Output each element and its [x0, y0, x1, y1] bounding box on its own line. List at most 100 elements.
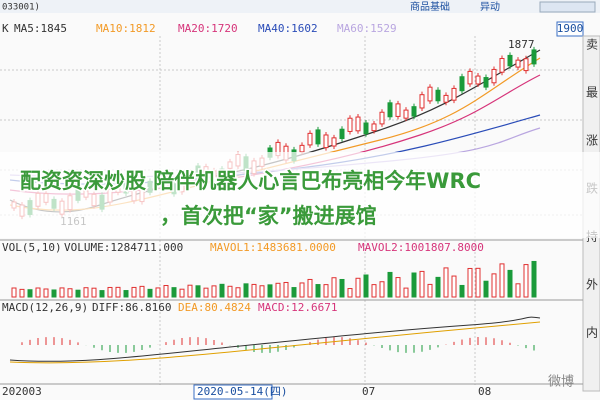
candle-body [315, 129, 321, 145]
volume-indicators: VOL(5,10) VOLUME:1284711.000 MAVOL1:148368… [2, 241, 484, 254]
banner-line: 配资资深炒股 陪伴机器人心言巴布亮相今年WRC [20, 169, 481, 193]
volume-bar [19, 288, 25, 298]
volume-bar [211, 285, 217, 298]
volume-bar [483, 280, 489, 298]
candle-body [531, 49, 537, 65]
volume-bar [371, 284, 377, 298]
link[interactable]: 异动 [480, 1, 500, 13]
candle-body [411, 106, 417, 117]
candle-body [403, 109, 409, 119]
volume-bar [403, 287, 409, 298]
indicator: MA20:1720 [178, 22, 238, 35]
indicator: MAVOL2:1001807.8000 [358, 241, 484, 254]
volume-bar [267, 284, 273, 298]
candle-body [435, 89, 441, 102]
candle-body [451, 87, 457, 101]
volume-bar [459, 284, 465, 298]
volume-bar [283, 281, 289, 298]
volume-bar [35, 287, 41, 298]
indicator: MA10:1812 [96, 22, 156, 35]
window-buttons[interactable] [539, 1, 596, 13]
candle-body [499, 58, 505, 73]
candle-body [515, 59, 521, 68]
volume-bar [315, 284, 321, 298]
date-box [193, 384, 273, 400]
volume-bar [259, 285, 265, 298]
candle-body [475, 75, 481, 85]
volume-bar [83, 287, 89, 298]
candle-body [443, 94, 449, 103]
volume-bar [307, 278, 313, 298]
indicator: MA5:1845 [14, 22, 67, 35]
indicator: DEA:80.4824 [178, 301, 251, 314]
volume-bar [275, 282, 281, 298]
candle-body [355, 116, 361, 132]
volume-bar [163, 285, 169, 298]
candle-body [427, 86, 433, 102]
volume-bar [107, 286, 113, 298]
candle-body [419, 94, 425, 109]
volume-bar [131, 286, 137, 298]
indicator: MA40:1602 [258, 22, 318, 35]
indicator: VOLUME:1284711.000 [64, 241, 183, 254]
volume-bar [243, 283, 249, 298]
volume-bar [499, 263, 505, 298]
volume-bars [11, 260, 537, 353]
date: 07 [362, 385, 375, 398]
volume-bar [59, 287, 65, 298]
volume-bar [419, 270, 425, 298]
indicator: MAVOL1:1483681.0000 [210, 241, 336, 254]
volume-bar [347, 288, 353, 298]
candle-body [379, 111, 385, 125]
axis-box [556, 21, 584, 37]
watermark: 微博 [548, 375, 574, 390]
date: 202003 [2, 385, 42, 398]
high-label: 1877 [508, 38, 535, 51]
top-bar [0, 0, 600, 13]
volume-bar [195, 285, 201, 298]
candle-body [491, 68, 497, 84]
volume-bar [443, 267, 449, 298]
candle-body [467, 70, 473, 85]
candle-body [347, 117, 353, 132]
candle-body [323, 134, 329, 149]
volume-bar [187, 284, 193, 298]
side-label: 最 [586, 86, 598, 100]
side-label: 涨 [586, 133, 598, 148]
banner-line: ，首次把“家”搬进展馆 [160, 204, 377, 228]
volume-bar [43, 288, 49, 298]
candle-body [523, 58, 529, 72]
volume-bar [507, 269, 513, 298]
candle-body [307, 132, 313, 146]
volume-bar [67, 288, 73, 298]
indicator: MA60:1529 [337, 22, 397, 35]
side-label: 内 [586, 326, 598, 340]
date: 08 [478, 385, 491, 398]
date: 2020-05-14(四) [197, 385, 287, 398]
volume-bar [467, 267, 473, 298]
link[interactable]: 商品基础 [410, 0, 450, 13]
volume-bar [363, 274, 369, 298]
side-label: 卖 [586, 38, 598, 52]
volume-bar [91, 287, 97, 298]
kline-indicators: K MA5:1845 MA10:1812 MA20:1720 MA40:1602 MA60… [2, 22, 397, 35]
candle-body [299, 144, 305, 153]
volume-bar [379, 281, 385, 298]
volume-bar [395, 277, 401, 298]
volume-bar [387, 271, 393, 298]
volume-bar [331, 277, 337, 298]
volume-bar [323, 284, 329, 298]
indicator: MACD(12,26,9) [2, 301, 88, 314]
volume-bar [451, 275, 457, 298]
volume-bar [179, 288, 185, 298]
candle-body [387, 102, 393, 118]
volume-bar [235, 287, 241, 298]
volume-bar [411, 272, 417, 298]
axis-label: 1900 [557, 22, 584, 35]
volume-bar [147, 288, 153, 298]
volume-bar [491, 273, 497, 298]
volume-bar [155, 287, 161, 298]
volume-bar [531, 260, 537, 298]
code: 033001) [2, 3, 40, 13]
